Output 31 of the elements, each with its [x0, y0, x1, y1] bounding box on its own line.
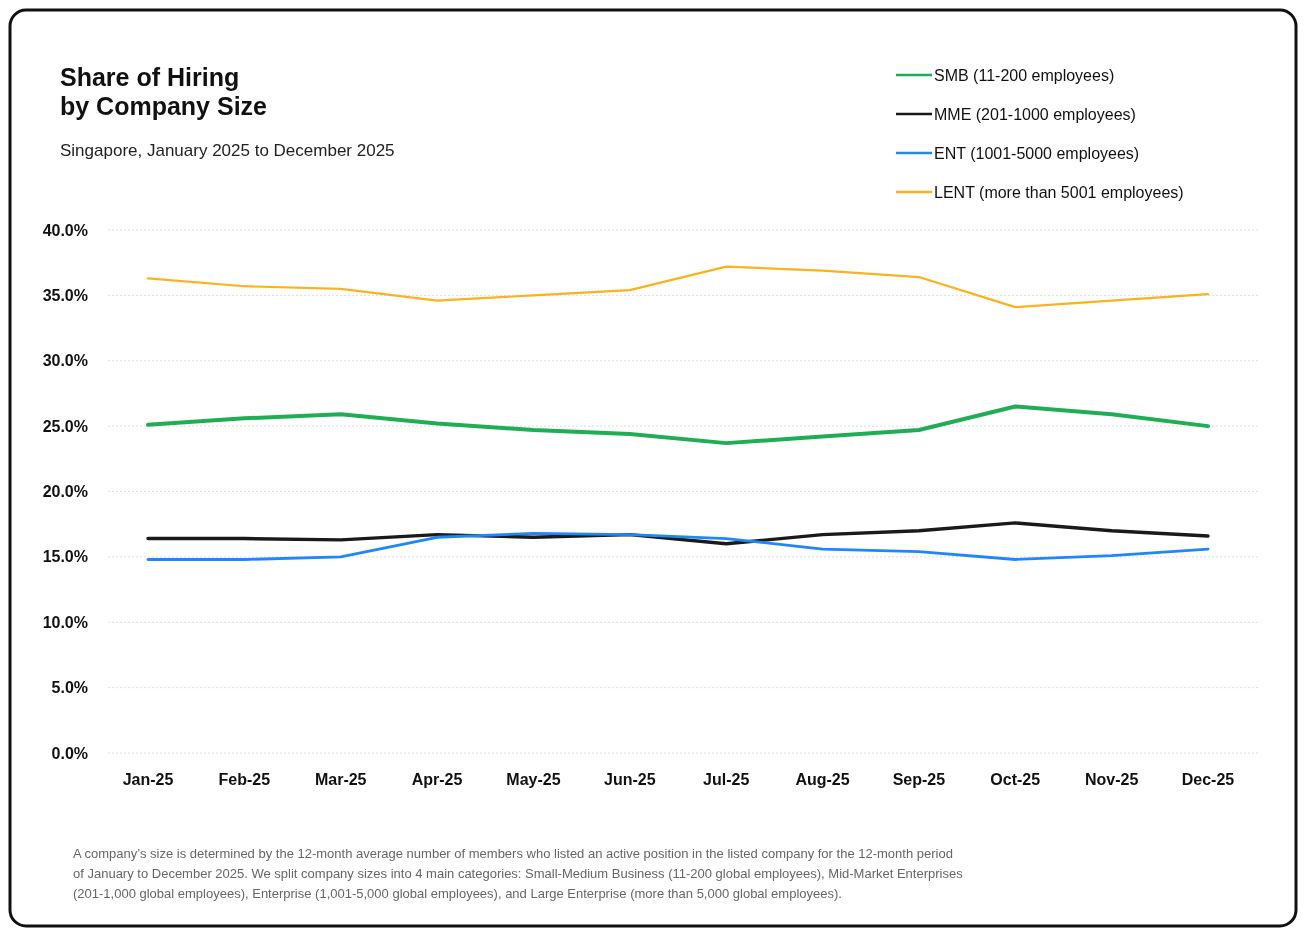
legend-label: ENT (1001-5000 employees) — [934, 144, 1140, 162]
legend-label: SMB (11-200 employees) — [934, 66, 1115, 84]
line-series — [146, 531, 1210, 561]
x-tick-label: Mar-25 — [314, 771, 367, 788]
y-tick-label: 40.0% — [42, 221, 88, 239]
chart-subtitle: Singapore, January 2025 to December 2025 — [60, 141, 395, 160]
x-tick-label: Jun-25 — [604, 771, 656, 788]
text: A company’s size is determined by the 12-month average number of members who listed an active position in the listed company for the 12-month period of January to December 2025. We split company sizes into 4 main categories: Small-Medium Business (11-200 global employees), Mid-Market Enterprises (201-1,000 global employees), Enterprise (1,001-5,000 global employees), and Large Enterprise (more than 5,000 global employees). — [73, 846, 964, 901]
legend-label: LENT (more than 5001 employees) — [934, 183, 1184, 201]
x-tick-label: Jul-25 — [703, 771, 750, 788]
x-tick-label: Nov-25 — [1084, 771, 1139, 788]
x-tick-label: Aug-25 — [795, 771, 850, 788]
x-tick-label: May-25 — [506, 771, 561, 788]
y-tick-label: 0.0% — [51, 744, 88, 762]
x-tick-label: Apr-25 — [411, 771, 463, 788]
y-tick-label: 5.0% — [51, 679, 88, 697]
legend-label: MME (201-1000 employees) — [934, 105, 1136, 123]
y-tick-label: 25.0% — [42, 417, 88, 435]
y-tick-label: 30.0% — [42, 352, 88, 370]
x-tick-label: Dec-25 — [1181, 771, 1235, 788]
x-tick-label: Jan-25 — [122, 771, 174, 788]
y-tick-label: 35.0% — [42, 286, 88, 304]
x-tick-label: Oct-25 — [990, 771, 1041, 788]
x-tick-label: Feb-25 — [218, 771, 271, 788]
line-series — [146, 404, 1210, 446]
y-tick-label: 20.0% — [42, 483, 88, 501]
y-tick-label: 15.0% — [42, 548, 88, 566]
chart-title: Share of Hiring by Company Size — [60, 63, 268, 120]
x-tick-label: Sep-25 — [892, 771, 946, 788]
line-series — [146, 265, 1210, 309]
y-tick-label: 10.0% — [42, 613, 88, 631]
